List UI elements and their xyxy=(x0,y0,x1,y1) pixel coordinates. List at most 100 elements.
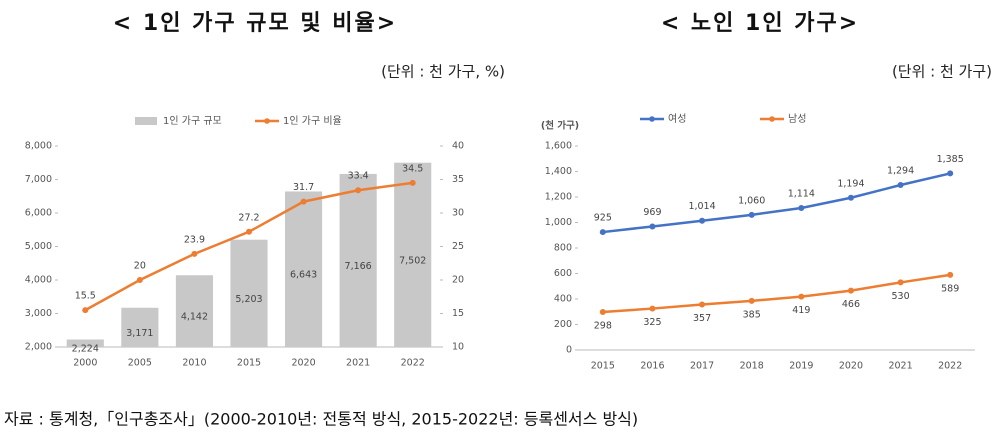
marker xyxy=(599,229,606,236)
y-tick-label: 7,000 xyxy=(25,174,52,185)
point-value-label: 325 xyxy=(643,317,661,328)
point-value-label: 925 xyxy=(594,213,612,224)
y2-tick-label: 35 xyxy=(452,174,464,185)
chart-subtitle: (단위 : 천 가구, %) xyxy=(381,63,505,81)
bar-value-label: 4,142 xyxy=(181,312,208,323)
point-value-label: 298 xyxy=(594,321,612,332)
y-tick-label: 1,200 xyxy=(545,192,572,203)
y2-tick-label: 25 xyxy=(452,241,464,252)
bar xyxy=(121,307,159,347)
point-value-label: 466 xyxy=(842,299,860,310)
x-tick-label: 2010 xyxy=(182,358,206,369)
chart-title: < 노인 1인 가구> xyxy=(661,11,859,36)
x-tick-label: 2018 xyxy=(740,361,764,372)
marker xyxy=(748,297,755,304)
marker xyxy=(897,279,904,286)
point-value-label: 31.7 xyxy=(293,182,314,193)
point-value-label: 1,385 xyxy=(937,154,964,165)
line xyxy=(602,273,951,314)
y-tick-label: 200 xyxy=(554,319,572,330)
marker xyxy=(897,182,904,189)
point-value-label: 1,014 xyxy=(688,201,715,212)
marker xyxy=(599,309,606,316)
legend-label: 1인 가구 규모 xyxy=(163,115,222,127)
marker xyxy=(798,204,805,211)
marker xyxy=(699,217,706,224)
point-value-label: 530 xyxy=(891,291,909,302)
marker xyxy=(947,271,954,278)
marker xyxy=(847,194,854,201)
marker xyxy=(191,250,198,257)
y-tick-label: 3,000 xyxy=(25,308,52,319)
point-value-label: 33.4 xyxy=(348,171,369,182)
bar xyxy=(285,191,323,347)
y2-tick-label: 10 xyxy=(452,342,464,353)
point-value-label: 1,294 xyxy=(887,166,914,177)
x-tick-label: 2019 xyxy=(789,361,813,372)
marker xyxy=(649,305,656,312)
point-value-label: 969 xyxy=(643,207,661,218)
y-tick-label: 6,000 xyxy=(25,208,52,219)
marker xyxy=(748,211,755,218)
point-value-label: 357 xyxy=(693,313,711,324)
y-axis-label: (천 가구) xyxy=(541,120,579,132)
bar-value-label: 7,166 xyxy=(345,261,372,272)
x-tick-label: 2021 xyxy=(888,361,912,372)
chart-subtitle: (단위 : 천 가구) xyxy=(892,63,992,81)
bar xyxy=(66,339,104,347)
bar xyxy=(175,275,213,347)
point-value-label: 589 xyxy=(941,283,959,294)
y-tick-label: 1,400 xyxy=(545,166,572,177)
y2-tick-label: 40 xyxy=(452,141,464,152)
legend-label: 여성 xyxy=(668,113,686,125)
x-tick-label: 2017 xyxy=(690,361,714,372)
y-tick-label: 8,000 xyxy=(25,141,52,152)
x-tick-label: 2020 xyxy=(291,358,315,369)
point-value-label: 1,060 xyxy=(738,195,765,206)
y-tick-label: 4,000 xyxy=(25,275,52,286)
marker xyxy=(947,170,954,177)
legend-marker xyxy=(649,116,655,122)
line xyxy=(602,172,951,234)
marker xyxy=(798,293,805,300)
point-value-label: 27.2 xyxy=(238,212,259,223)
y-tick-label: 0 xyxy=(566,345,572,356)
y-tick-label: 400 xyxy=(554,294,572,305)
bar-value-label: 6,643 xyxy=(290,270,317,281)
marker xyxy=(136,277,143,283)
legend-swatch xyxy=(135,117,157,125)
x-tick-label: 2016 xyxy=(640,361,664,372)
x-tick-label: 2022 xyxy=(938,361,962,372)
bar-value-label: 5,203 xyxy=(235,294,262,305)
x-tick-label: 2015 xyxy=(591,361,615,372)
marker xyxy=(300,198,307,205)
y2-tick-label: 30 xyxy=(452,208,464,219)
bar xyxy=(230,239,268,347)
point-value-label: 23.9 xyxy=(184,234,205,245)
legend-label: 1인 가구 비율 xyxy=(283,115,342,127)
point-value-label: 385 xyxy=(743,309,761,320)
y-tick-label: 1,600 xyxy=(545,141,572,152)
x-tick-label: 2021 xyxy=(346,358,370,369)
bar xyxy=(394,162,432,347)
x-tick-label: 2022 xyxy=(401,358,425,369)
legend-marker xyxy=(264,118,270,124)
marker xyxy=(847,287,854,294)
chart-title: < 1인 가구 규모 및 비율> xyxy=(113,11,397,36)
y-tick-label: 1,000 xyxy=(545,217,572,228)
legend-marker xyxy=(769,116,775,122)
marker xyxy=(699,301,706,308)
y2-tick-label: 15 xyxy=(452,308,464,319)
bar-value-label: 3,171 xyxy=(126,328,153,339)
y-tick-label: 2,000 xyxy=(25,342,52,353)
bar xyxy=(339,173,377,347)
legend-label: 남성 xyxy=(788,113,806,125)
marker xyxy=(82,307,89,314)
marker xyxy=(355,187,362,194)
x-tick-label: 2000 xyxy=(73,358,97,369)
x-tick-label: 2015 xyxy=(237,358,261,369)
y2-tick-label: 20 xyxy=(452,275,464,286)
marker xyxy=(246,228,252,235)
